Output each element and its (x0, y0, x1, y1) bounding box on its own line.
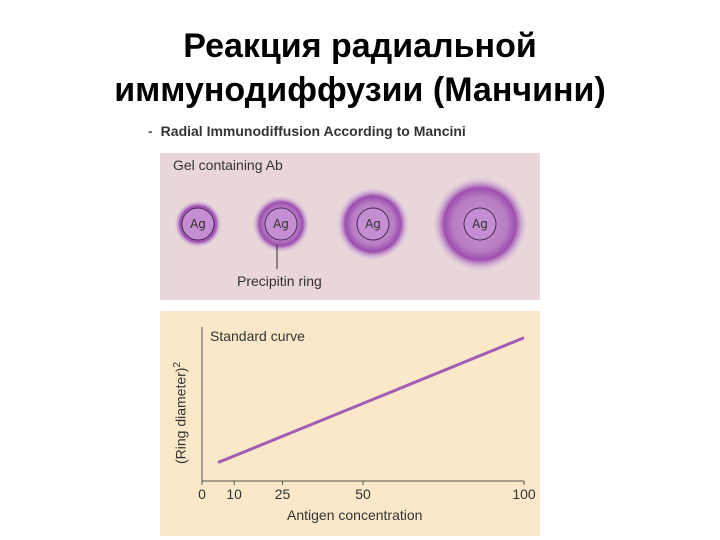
x-tick-label: 25 (274, 486, 291, 502)
well (264, 207, 298, 241)
x-axis-label: Antigen concentration (287, 507, 423, 523)
gel-panel: Ag Ag Ag Ag Gel containing Ab Precipitin ri… (160, 153, 540, 300)
slide-title: Реакция радиальной иммунодиффузии (Манчи… (0, 24, 720, 112)
gel-label: Gel containing Ab (173, 157, 283, 173)
subtitle-text: Radial Immunodiffusion According to Manc… (160, 123, 466, 139)
x-tick-label: 10 (226, 486, 242, 502)
x-tick-label: 0 (198, 486, 206, 502)
well-label: Ag (273, 217, 289, 231)
antigen-well: Ag (252, 195, 310, 253)
well (463, 207, 497, 241)
y-axis-label: (Ring diameter)2 (172, 353, 192, 473)
subtitle-dash: - (148, 123, 153, 139)
slide-title-line-2: иммунодиффузии (Манчини) (114, 71, 606, 109)
well-label: Ag (190, 217, 206, 231)
y-axis-label-text: (Ring diameter) (172, 367, 189, 465)
antigen-well: Ag (432, 176, 528, 272)
standard-curve-chart (201, 327, 525, 485)
well-label: Ag (472, 217, 488, 231)
figure-subtitle: - Radial Immunodiffusion According to Man… (148, 123, 588, 139)
well (181, 207, 215, 241)
well (356, 207, 390, 241)
standard-curve-panel: Standard curve (Ring diameter)2 Antigen … (160, 311, 540, 536)
gel-wells-graphic: Ag Ag Ag Ag (174, 176, 528, 272)
antigen-well: Ag (174, 200, 222, 248)
x-tick-label: 50 (355, 486, 371, 502)
slide-title-line-1: Реакция радиальной (183, 27, 537, 65)
y-axis-label-exponent: 2 (172, 361, 183, 368)
precipitin-ring-caption: Precipitin ring (237, 273, 322, 289)
chart-title: Standard curve (210, 328, 305, 344)
antigen-well: Ag (336, 187, 410, 261)
standard-curve-line (217, 336, 525, 464)
x-tick-label: 100 (512, 486, 536, 502)
well-label: Ag (365, 217, 381, 231)
